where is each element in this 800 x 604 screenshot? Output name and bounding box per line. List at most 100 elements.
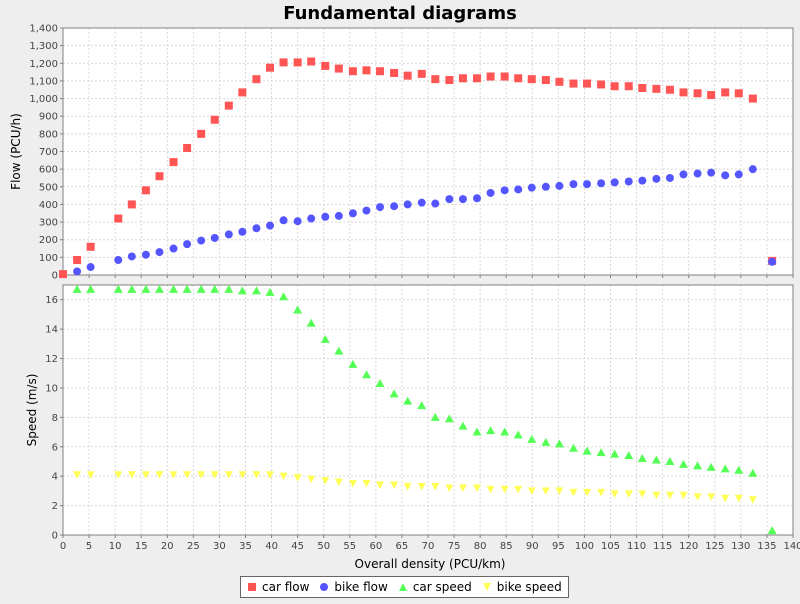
bike-speed-point [541,487,550,495]
car-flow-point [541,76,550,85]
bike-speed-point [348,480,357,488]
bike-flow-point [155,248,164,257]
car-flow-point [376,67,385,76]
bike-flow-point [473,194,482,203]
legend-label: car flow [262,580,310,594]
y-tick-label: 700 [39,147,58,158]
x-tick-label: 5 [86,541,92,552]
bike-flow-point [679,170,688,179]
chart-legend: car flow bike flow car speed bike speed [240,576,569,598]
y-tick-label: 200 [39,235,58,246]
bike-flow-point [390,202,399,211]
x-tick-label: 125 [705,541,724,552]
bike-speed-point [597,488,606,497]
bike-flow-point [665,173,674,182]
y-tick-label: 1,300 [29,41,58,52]
bike-flow-point [638,176,647,185]
car-speed-point [430,412,440,421]
car-flow-point [638,83,647,92]
bike-flow-point [417,198,426,207]
y-tick-label: 0 [52,271,58,282]
bike-flow-point [321,212,330,221]
bike-speed-point [86,471,95,479]
car-flow-point [679,88,688,97]
bike-flow-point [445,195,454,204]
bike-flow-point [73,267,82,276]
bike-flow-point [210,233,219,242]
car-speed-point [734,465,744,474]
x-tick-label: 60 [369,541,382,552]
plot-border [62,27,794,276]
y-axis-label: Speed (m/s) [25,374,39,447]
legend-item-car-flow: car flow [247,580,309,594]
x-tick-label: 25 [187,541,200,552]
bike-flow-point [348,209,357,218]
x-tick-label: 40 [265,541,278,552]
plot-border [62,284,794,536]
bike-speed-point [362,480,371,488]
car-flow-point [266,63,275,72]
y-tick-label: 16 [45,295,58,306]
x-tick-label: 45 [291,541,304,552]
bike-speed-point [693,493,702,501]
series-bike-speed [73,471,757,504]
car-flow-point [721,88,730,97]
bike-speed-point [197,471,206,479]
car-flow-point [293,58,302,67]
bike-flow-point [114,256,123,265]
x-tick-label: 50 [317,541,330,552]
car-flow-point [610,82,619,91]
car-speed-point [568,443,578,452]
bike-speed-point [679,491,688,500]
bike-speed-point [169,471,178,479]
bike-flow-point [721,171,730,180]
y-tick-label: 300 [39,218,58,229]
bike-flow-point [486,188,495,197]
bike-flow-point [458,195,467,204]
bike-flow-point [279,216,288,225]
bike-flow-point [141,250,150,259]
legend-label: car speed [412,580,472,594]
car-speed-point [210,284,220,293]
y-tick-label: 900 [39,112,58,123]
car-speed-point [637,454,647,463]
bike-flow-point [376,203,385,212]
bike-speed-point [665,491,674,500]
bike-flow-point [734,170,743,179]
car-flow-point [500,72,509,81]
bike-flow-point [86,263,95,272]
y-tick-label: 600 [39,165,58,176]
legend-item-car-speed: car speed [398,580,472,594]
car-speed-point [154,284,164,293]
y-tick-label: 1,200 [29,59,58,70]
car-speed-point [169,284,179,293]
bike-speed-point [210,471,219,479]
car-speed-point [458,421,468,430]
bike-speed-point [73,471,82,479]
x-tick-label: 55 [343,541,356,552]
car-flow-point [569,79,578,88]
car-flow-point [197,129,206,138]
car-speed-point [334,346,344,355]
x-tick-label: 120 [679,541,698,552]
legend-item-bike-flow: bike flow [319,580,388,594]
car-flow-point [583,79,592,88]
car-flow-point [624,82,633,91]
bike-flow-point [527,183,536,192]
car-flow-point [155,172,164,181]
bike-flow-point [748,165,757,174]
bike-flow-point [252,224,261,233]
bike-speed-point [390,481,399,489]
series-bike-flow [73,165,777,276]
car-speed-point [444,414,454,423]
car-speed-point [113,284,123,293]
car-speed-point [554,439,564,448]
car-speed-point [361,370,371,379]
x-axis-label: Overall density (PCU/km) [355,557,506,571]
car-speed-point [348,359,358,368]
bike-speed-point [624,490,633,498]
bike-flow-point [183,240,192,249]
square-marker-icon [248,583,256,591]
bike-speed-point [721,494,730,503]
